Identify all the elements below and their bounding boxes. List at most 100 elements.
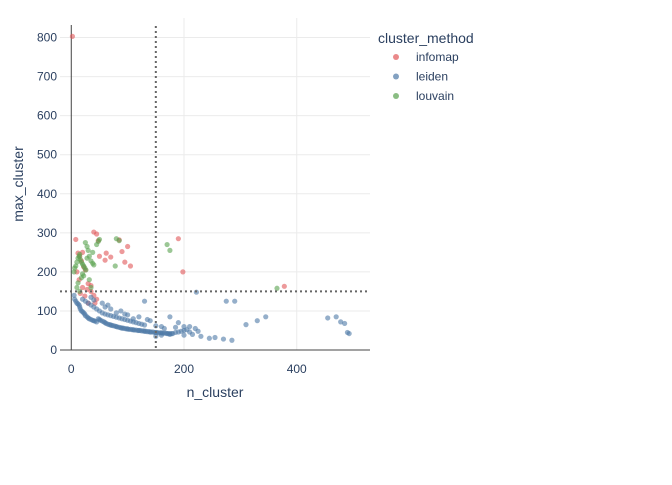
point-louvain	[74, 284, 80, 291]
point-leiden	[136, 314, 142, 320]
point-louvain	[167, 247, 173, 253]
y-tick-label: 400	[37, 187, 57, 201]
point-leiden	[333, 314, 339, 320]
point-leiden	[338, 319, 344, 325]
point-louvain	[83, 267, 89, 273]
point-leiden	[99, 300, 105, 306]
point-leiden	[105, 302, 111, 308]
point-infomap	[69, 33, 75, 39]
point-infomap	[108, 254, 114, 260]
point-louvain	[77, 251, 83, 257]
y-tick-label: 600	[37, 109, 57, 123]
point-leiden	[181, 323, 187, 330]
point-leiden	[232, 298, 238, 304]
point-leiden	[167, 314, 173, 320]
point-leiden	[167, 331, 173, 337]
legend-marker-louvain	[393, 93, 399, 99]
point-leiden	[71, 292, 77, 298]
point-leiden	[254, 318, 260, 324]
point-infomap	[175, 236, 181, 242]
y-tick-label: 100	[37, 304, 57, 318]
y-tick-label: 200	[37, 265, 57, 279]
point-leiden	[212, 334, 218, 341]
point-leiden	[82, 298, 88, 304]
point-louvain	[77, 288, 83, 295]
y-tick-label: 800	[37, 31, 57, 45]
legend-marker-infomap	[393, 54, 399, 60]
legend-label-louvain: louvain	[416, 89, 454, 103]
point-leiden	[243, 322, 249, 328]
legend-label-infomap: infomap	[416, 50, 459, 64]
y-axis-title: max_cluster	[10, 146, 26, 222]
point-leiden	[91, 297, 97, 303]
point-infomap	[103, 250, 109, 256]
points-layer	[69, 33, 352, 343]
legend-label-leiden: leiden	[416, 70, 448, 84]
point-louvain	[85, 247, 91, 253]
point-louvain	[164, 241, 170, 248]
point-leiden	[342, 320, 348, 327]
x-tick-label: 200	[174, 362, 194, 376]
point-louvain	[88, 284, 94, 291]
reference-lines	[60, 26, 370, 350]
point-leiden	[223, 298, 229, 304]
point-leiden	[325, 315, 331, 321]
point-louvain	[82, 239, 88, 246]
point-leiden	[198, 333, 204, 339]
point-louvain	[71, 269, 77, 275]
point-infomap	[281, 283, 287, 289]
point-leiden	[113, 310, 119, 316]
point-louvain	[75, 280, 81, 286]
point-louvain	[84, 255, 90, 261]
point-louvain	[96, 236, 103, 243]
point-leiden	[189, 331, 196, 337]
grid-layer	[60, 18, 370, 350]
point-louvain	[116, 238, 122, 244]
point-infomap	[180, 269, 186, 275]
point-leiden	[172, 324, 179, 330]
point-leiden	[195, 328, 201, 334]
point-leiden	[153, 323, 159, 329]
point-leiden	[229, 337, 235, 343]
point-leiden	[108, 306, 114, 312]
x-tick-label: 0	[68, 362, 75, 376]
point-infomap	[102, 257, 108, 263]
point-louvain	[274, 285, 280, 291]
point-leiden	[130, 316, 136, 322]
point-leiden	[141, 298, 148, 304]
point-infomap	[96, 253, 103, 259]
y-tick-label: 0	[50, 343, 57, 357]
point-louvain	[86, 277, 92, 283]
point-leiden	[220, 336, 227, 342]
point-infomap	[122, 259, 128, 265]
point-leiden	[263, 314, 269, 320]
point-infomap	[79, 284, 86, 291]
point-leiden	[181, 332, 187, 338]
point-leiden	[122, 311, 128, 317]
point-infomap	[94, 231, 100, 237]
point-louvain	[90, 249, 96, 255]
point-leiden	[144, 316, 150, 323]
point-louvain	[73, 263, 79, 269]
point-infomap	[119, 248, 125, 255]
point-infomap	[73, 236, 79, 243]
y-tick-label: 700	[37, 70, 57, 84]
x-axis-title: n_cluster	[187, 384, 244, 400]
y-tick-label: 500	[37, 148, 57, 162]
point-louvain	[78, 275, 85, 281]
legend-marker-leiden	[393, 73, 399, 80]
point-leiden	[118, 308, 124, 314]
x-tick-label: 400	[287, 362, 307, 376]
legend-title: cluster_method	[378, 30, 474, 46]
point-infomap	[125, 243, 131, 250]
y-tick-label: 300	[37, 226, 57, 240]
point-leiden	[346, 330, 352, 337]
point-leiden	[187, 323, 193, 330]
point-leiden	[161, 325, 167, 332]
point-leiden	[158, 332, 165, 338]
point-louvain	[84, 243, 90, 250]
point-leiden	[141, 322, 148, 328]
